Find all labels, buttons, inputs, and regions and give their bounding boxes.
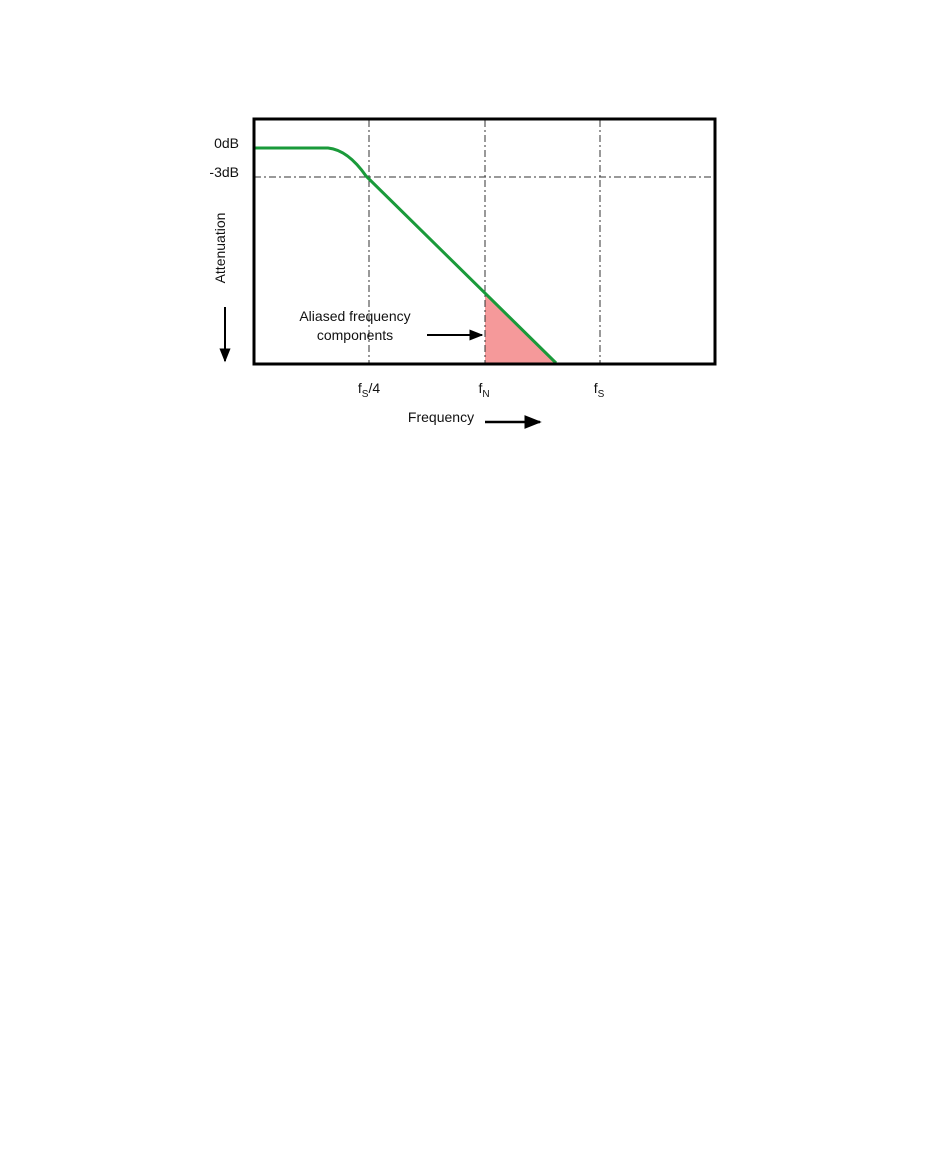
xtick-fs4: fS/4 <box>358 380 380 400</box>
grid-lines <box>254 120 714 363</box>
y-axis-label: Attenuation <box>212 213 228 284</box>
annotation-line1: Aliased frequency <box>299 308 410 324</box>
xtick-fs4-sub: S <box>362 389 369 400</box>
annotation-line2: components <box>317 327 393 343</box>
plot-frame <box>252 117 717 366</box>
ytick-0db: 0dB <box>214 135 239 151</box>
xtick-fs-sub: S <box>598 389 605 400</box>
xtick-fs4-suffix: /4 <box>368 380 380 396</box>
xtick-fs: fS <box>594 380 605 400</box>
x-axis-label: Frequency <box>408 409 474 425</box>
xtick-fs-base: f <box>594 380 598 396</box>
xtick-fn: fN <box>478 380 489 400</box>
xtick-fs4-base: f <box>358 380 362 396</box>
xtick-fn-base: f <box>478 380 482 396</box>
ytick-3db: -3dB <box>209 164 239 180</box>
xtick-fn-sub: N <box>482 389 489 400</box>
filter-response-curve <box>254 146 558 365</box>
